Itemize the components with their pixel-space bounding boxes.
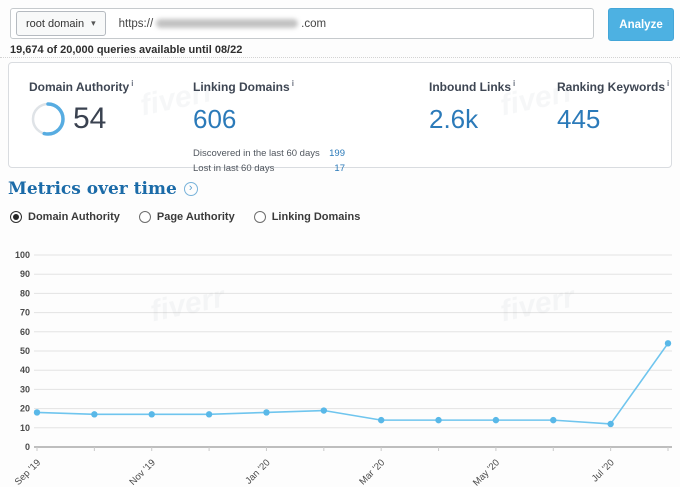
section-divider xyxy=(0,57,680,58)
analyze-button[interactable]: Analyze xyxy=(608,8,674,41)
metrics-summary-card: Domain Authority i 54 Linking Domains i 60… xyxy=(8,62,672,174)
inbound-links-value[interactable]: 2.6k xyxy=(429,104,479,134)
svg-text:60: 60 xyxy=(20,327,30,337)
ranking-keywords-value[interactable]: 445 xyxy=(557,104,601,134)
svg-text:80: 80 xyxy=(20,288,30,298)
svg-text:0: 0 xyxy=(25,442,30,452)
scope-dropdown-value: root domain xyxy=(26,17,85,30)
queries-remaining-note: 19,674 of 20,000 queries available until… xyxy=(10,44,243,56)
inbound-links-card: Inbound Links i 2.6k xyxy=(429,79,515,132)
radio-icon xyxy=(253,211,266,223)
linking-domains-label: Linking Domains i xyxy=(193,79,294,94)
metric-radio-group: Domain Authority Page Authority Linking … xyxy=(10,211,360,223)
svg-text:100: 100 xyxy=(15,250,30,260)
url-input[interactable]: https:// .com xyxy=(119,18,326,30)
redacted-domain xyxy=(156,19,299,28)
linking-domains-value[interactable]: 606 xyxy=(193,104,237,134)
radio-icon xyxy=(138,211,151,223)
info-icon[interactable]: i xyxy=(667,79,670,88)
domain-authority-value: 54 xyxy=(73,102,107,135)
domain-authority-line-chart[interactable]: 0 10 20 30 40 50 60 70 80 90 100 Sep '19 Nov '19 Jan … xyxy=(4,246,676,487)
svg-text:20: 20 xyxy=(20,404,30,414)
url-prefix: https:// xyxy=(118,17,154,30)
domain-authority-label: Domain Authority i xyxy=(29,79,134,94)
radio-page-authority[interactable]: Page Authority xyxy=(138,211,235,223)
discovered-value[interactable]: 199 xyxy=(329,148,345,159)
svg-text:Sep '19: Sep '19 xyxy=(13,457,43,487)
chevron-right-circle-icon[interactable]: › xyxy=(183,182,198,196)
metrics-chart-area: 0 10 20 30 40 50 60 70 80 90 100 Sep '19 Nov '19 Jan … xyxy=(4,246,676,487)
svg-text:Jul '20: Jul '20 xyxy=(590,457,617,484)
svg-text:50: 50 xyxy=(20,346,30,356)
radio-icon xyxy=(10,211,22,223)
svg-text:10: 10 xyxy=(20,423,30,433)
scope-dropdown[interactable]: root domain ▾ xyxy=(16,11,106,36)
linking-domains-card: Linking Domains i 606 Discovered in the l… xyxy=(193,79,345,176)
radio-linking-domains[interactable]: Linking Domains xyxy=(253,211,360,223)
svg-text:30: 30 xyxy=(20,384,30,394)
metrics-over-time-heading: Metrics over time › xyxy=(8,179,198,199)
svg-text:Mar '20: Mar '20 xyxy=(357,457,387,487)
inbound-links-label: Inbound Links i xyxy=(429,79,516,94)
ranking-keywords-card: Ranking Keywords i 445 xyxy=(557,79,669,132)
svg-text:40: 40 xyxy=(20,365,30,375)
svg-text:70: 70 xyxy=(20,308,30,318)
ranking-keywords-label: Ranking Keywords i xyxy=(557,79,670,94)
url-suffix: .com xyxy=(301,17,327,30)
domain-authority-gauge xyxy=(31,102,65,136)
lost-value[interactable]: 17 xyxy=(334,163,345,174)
linking-domains-details: Discovered in the last 60 days 199 Lost … xyxy=(193,146,345,176)
svg-text:May '20: May '20 xyxy=(471,457,502,487)
chevron-down-icon: ▾ xyxy=(91,18,96,28)
info-icon[interactable]: i xyxy=(291,79,294,88)
info-icon[interactable]: i xyxy=(131,79,134,88)
search-bar[interactable]: root domain ▾ https:// .com xyxy=(10,8,594,39)
radio-domain-authority[interactable]: Domain Authority xyxy=(10,211,120,223)
svg-text:Nov '19: Nov '19 xyxy=(127,457,157,487)
lost-row: Lost in last 60 days 17 xyxy=(193,163,345,174)
svg-text:90: 90 xyxy=(20,269,30,279)
svg-text:Jan '20: Jan '20 xyxy=(243,457,272,486)
discovered-row: Discovered in the last 60 days 199 xyxy=(193,148,345,159)
domain-authority-card: Domain Authority i 54 xyxy=(29,79,133,138)
info-icon[interactable]: i xyxy=(513,79,516,88)
